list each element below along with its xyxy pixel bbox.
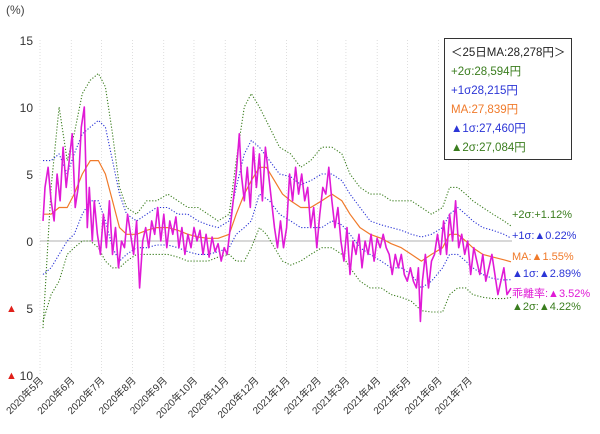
end-label-ma: MA:▲1.55% — [512, 251, 574, 263]
series-lines — [42, 72, 512, 329]
legend-ma-header: ＜25日MA:28,278円＞ — [451, 47, 566, 59]
y-tick-negative-marker: ▲ — [6, 370, 17, 382]
y-tick-label: 15 — [20, 34, 34, 48]
legend-minus-1sigma: ▲1σ:27,460円 — [451, 123, 526, 135]
grid-lines — [39, 40, 512, 375]
end-label-minus-2sigma: ▲2σ:▲4.22% — [512, 301, 581, 313]
x-axis-ticks: 2020年5月2020年6月2020年7月2020年8月2020年9月2020年… — [3, 374, 475, 421]
y-tick-0: 15 — [20, 34, 34, 48]
series-line-5 — [42, 106, 512, 323]
y-tick-label: 5 — [26, 168, 33, 182]
legend-box: ＜25日MA:28,278円＞ +2σ:28,594円 +1σ28,215円 M… — [444, 38, 572, 160]
legend-minus-2sigma: ▲2σ:27,084円 — [451, 142, 526, 154]
series-line-1 — [43, 119, 512, 239]
y-tick-label: 10 — [20, 101, 34, 115]
y-tick-negative-marker: ▲ — [6, 303, 17, 315]
legend-ma: MA:27,839円 — [451, 104, 519, 116]
y-tick-1: 10 — [20, 101, 34, 115]
series-line-0 — [42, 72, 512, 329]
y-tick-2: 5 — [26, 168, 33, 182]
y-tick-label: 5 — [26, 302, 33, 316]
end-label-plus-1sigma: +1σ:▲0.22% — [512, 230, 577, 242]
end-label-deviation: 乖離率:▲3.52% — [512, 288, 591, 300]
series-line-4 — [42, 227, 512, 322]
y-tick-3: 0 — [26, 235, 33, 249]
end-label-plus-2sigma: +2σ:+1.12% — [512, 209, 573, 221]
y-tick-5: ▲ 10 — [6, 369, 33, 383]
end-label-minus-1sigma: ▲1σ:▲2.89% — [512, 268, 581, 280]
y-tick-4: ▲ 5 — [6, 302, 33, 316]
y-tick-label: 0 — [26, 235, 33, 249]
legend-plus-1sigma: +1σ28,215円 — [451, 85, 518, 97]
y-axis-label: (%) — [6, 3, 25, 17]
y-tick-label: 10 — [20, 369, 34, 383]
legend-plus-2sigma: +2σ:28,594円 — [451, 66, 522, 78]
